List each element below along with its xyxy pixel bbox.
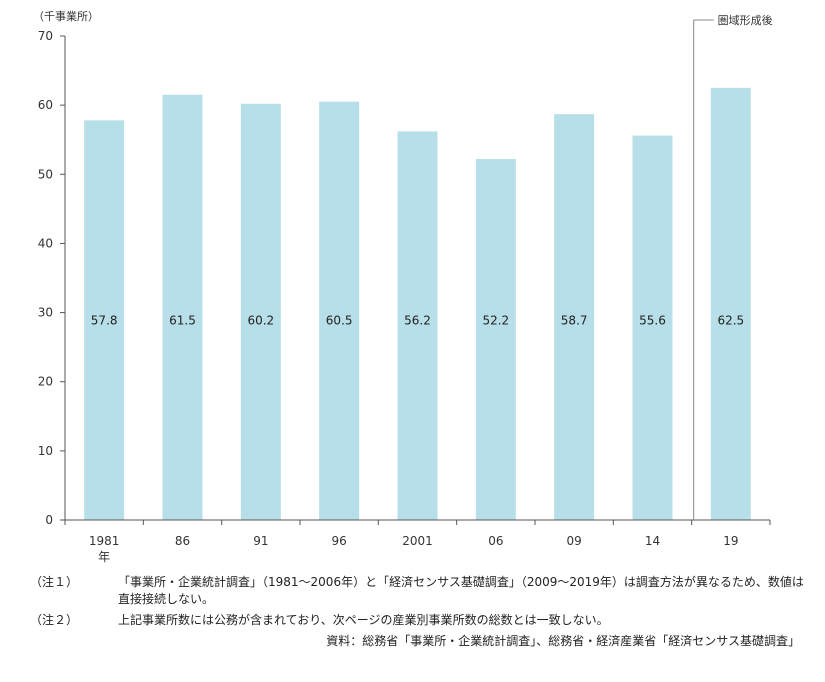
y-tick-label: 40 [38,236,53,250]
y-tick-label: 60 [38,98,53,112]
bar-value-label: 58.7 [561,314,588,328]
bar [554,114,595,520]
y-tick-label: 10 [38,444,53,458]
bar [710,87,751,520]
bar [84,120,125,521]
y-tick-label: 20 [38,375,53,389]
x-tick-label: 19 [723,534,738,548]
x-tick-label: 2001 [402,534,433,548]
x-axis: 1981 年 86 91 96 2001 06 09 14 19 [64,519,771,564]
bar-value-label: 62.5 [717,314,744,328]
note-2-text: 上記事業所数には公務が含まれており、次ページの産業別事業所数の総数とは一致しない… [118,613,609,627]
bars-group [84,87,751,521]
y-tick-label: 70 [38,29,53,43]
note-1: （注１） 「事業所・企業統計調査」（1981～2006年）と「経済センサス基礎調… [30,574,808,608]
y-tick-label: 0 [45,513,53,527]
data-labels-group: 57.8 61.5 60.2 60.5 56.2 52.2 58.7 55.6 62.5 [91,314,744,328]
y-tick-label: 30 [38,306,53,320]
y-axis-unit-label: （千事業所） [33,10,99,23]
note-1-text: 「事業所・企業統計調査」（1981～2006年）と「経済センサス基礎調査」（20… [118,575,804,606]
bar-value-label: 52.2 [482,314,509,328]
y-tick-label: 50 [38,167,53,181]
y-axis: 0 10 20 30 40 50 60 70 [38,29,66,527]
bar-value-label: 61.5 [169,314,196,328]
source-text: 資料：総務省「事業所・企業統計調査」、総務省・経済産業省「経済センサス基礎調査」 [326,634,800,648]
bar-value-label: 57.8 [91,314,118,328]
x-tick-suffix: 年 [98,550,110,564]
bar-value-label: 60.2 [247,314,274,328]
bar-value-label: 60.5 [326,314,353,328]
bar [475,159,516,520]
x-tick-label: 06 [488,534,503,548]
note-1-tag: （注１） [30,575,79,589]
x-tick-label: 14 [645,534,660,548]
bar-chart: （千事業所） 57.8 61.5 60.2 60.5 56.2 52.2 58.7 55.6 6… [33,10,773,564]
bar-value-label: 56.2 [404,314,431,328]
x-tick-label: 09 [567,534,582,548]
bar [632,135,673,520]
bar [319,101,360,520]
x-tick-label: 1981 [89,534,120,548]
note-2: （注２） 上記事業所数には公務が含まれており、次ページの産業別事業所数の総数とは… [30,612,808,629]
x-tick-label: 86 [175,534,190,548]
x-tick-label: 96 [332,534,347,548]
note-2-tag: （注２） [30,613,79,627]
bar-value-label: 55.6 [639,314,666,328]
bar [397,131,438,520]
x-tick-label: 91 [253,534,268,548]
bar [240,103,281,520]
period-divider: 圏域形成後 [693,13,773,520]
divider-label: 圏域形成後 [718,13,773,27]
bar [162,94,203,521]
notes-section: （注１） 「事業所・企業統計調査」（1981～2006年）と「経済センサス基礎調… [0,574,825,650]
